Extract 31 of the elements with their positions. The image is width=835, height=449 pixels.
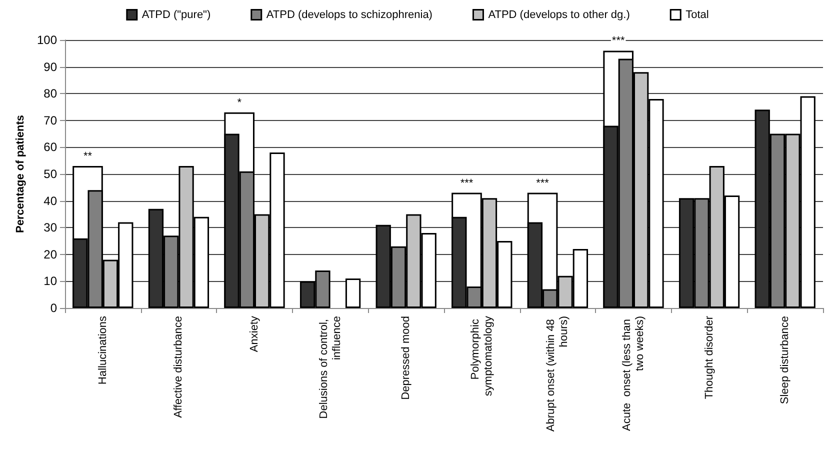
x-tick-label: Affective disturbance xyxy=(172,316,185,418)
y-tick-label: 0 xyxy=(50,301,58,315)
x-tick-label: Hallucinations xyxy=(96,316,109,384)
y-tick-label: 50 xyxy=(44,167,58,181)
x-tick-label: Abrupt onset (within 48 hours) xyxy=(545,316,570,432)
x-tick-label: Anxiety xyxy=(248,316,260,352)
legend-label: Total xyxy=(686,8,709,21)
x-tick-label: Delusions of control, influence xyxy=(318,316,343,419)
x-tick-label: Depressed mood xyxy=(400,316,412,400)
y-tick-label: 10 xyxy=(44,274,58,288)
annotation: ** xyxy=(83,150,93,162)
y-tick-label: 90 xyxy=(44,60,58,74)
y-tick-label: 40 xyxy=(44,194,58,208)
annotation: *** xyxy=(460,177,474,190)
legend-label: ATPD ("pure") xyxy=(142,8,211,21)
legend-label: ATPD (develops to schizophrenia) xyxy=(266,8,432,21)
y-tick-label: 70 xyxy=(44,113,58,128)
annotation: *** xyxy=(536,177,550,190)
y-tick-label: 100 xyxy=(36,33,58,47)
x-tick-label: Sleep disturbance xyxy=(779,316,792,404)
x-tick-label: Acute onset (less than two weeks) xyxy=(621,316,646,431)
y-tick-label: 60 xyxy=(44,140,58,154)
y-tick-label: 80 xyxy=(44,86,58,101)
x-tick-label: Polymorphic symptomatology xyxy=(469,316,494,396)
annotation: * xyxy=(237,96,242,109)
legend-label: ATPD (develops to other dg.) xyxy=(488,8,630,21)
annotation: *** xyxy=(612,35,626,48)
y-tick-label: 30 xyxy=(44,220,58,235)
x-tick-label: Thought disorder xyxy=(703,316,716,400)
y-tick-label: 20 xyxy=(44,247,58,262)
y-axis-title: Percentage of patients xyxy=(14,115,27,233)
